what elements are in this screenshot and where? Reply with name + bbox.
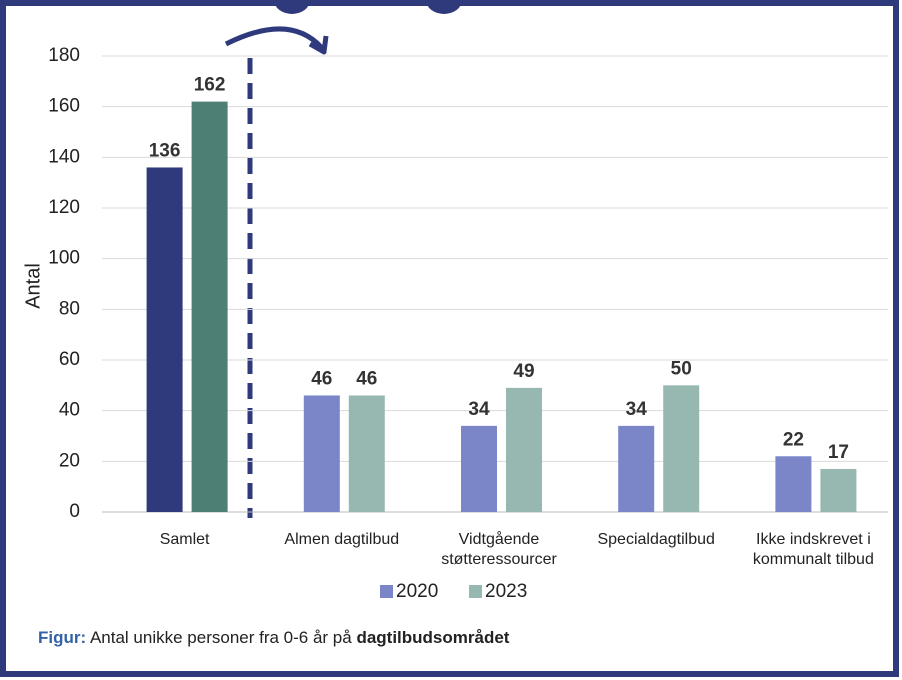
value-label: 49 xyxy=(513,361,534,382)
value-label: 22 xyxy=(783,429,804,450)
y-tick-label: 140 xyxy=(48,146,80,167)
bar xyxy=(820,468,857,512)
bar xyxy=(191,101,228,512)
x-tick-label: Almen dagtilbud xyxy=(284,531,400,548)
value-label: 17 xyxy=(828,442,849,463)
bar xyxy=(506,387,542,512)
bar xyxy=(303,395,340,512)
caption-label: Figur: xyxy=(38,628,87,647)
legend-label: 2020 xyxy=(396,581,439,602)
value-label: 136 xyxy=(149,140,181,161)
y-axis-label: Antal xyxy=(22,263,44,309)
tab xyxy=(274,0,310,14)
x-tick-label: Ikke indskrevet i kommunalt tilbud xyxy=(752,531,874,568)
bar xyxy=(348,395,385,512)
caption: Figur: Antal unikke personer fra 0-6 år … xyxy=(38,628,509,648)
y-tick-label: 20 xyxy=(59,450,80,471)
legend-swatch xyxy=(469,585,482,598)
x-tick-label: Specialdagtilbud xyxy=(597,531,715,548)
bar xyxy=(775,456,812,512)
caption-bold: dagtilbudsområdet xyxy=(356,628,510,647)
caption-text: Antal unikke personer fra 0-6 år på xyxy=(89,628,352,647)
value-label: 46 xyxy=(356,368,377,389)
arrow xyxy=(224,26,324,50)
y-tick-label: 120 xyxy=(48,197,80,218)
y-tick-label: 160 xyxy=(48,96,80,117)
bar xyxy=(663,385,700,512)
y-tick-label: 80 xyxy=(59,298,80,319)
y-tick-label: 40 xyxy=(59,400,80,421)
y-tick-label: 100 xyxy=(48,248,80,269)
value-label: 50 xyxy=(671,358,692,379)
y-tick-label: 0 xyxy=(69,501,80,522)
bar xyxy=(146,167,183,512)
tab xyxy=(426,0,462,14)
x-tick-label: Samlet xyxy=(159,531,210,548)
bar xyxy=(461,425,497,512)
arrow-head xyxy=(308,35,329,55)
value-label: 162 xyxy=(194,75,226,96)
y-tick-label: 180 xyxy=(48,45,80,66)
value-label: 46 xyxy=(311,368,332,389)
bar xyxy=(618,425,655,512)
value-label: 34 xyxy=(468,399,490,420)
value-label: 34 xyxy=(626,399,648,420)
y-tick-label: 60 xyxy=(59,349,80,370)
x-tick-label: Vidtgående støtteressourcer xyxy=(441,531,557,568)
legend-label: 2023 xyxy=(485,581,528,602)
legend-swatch xyxy=(380,585,393,598)
